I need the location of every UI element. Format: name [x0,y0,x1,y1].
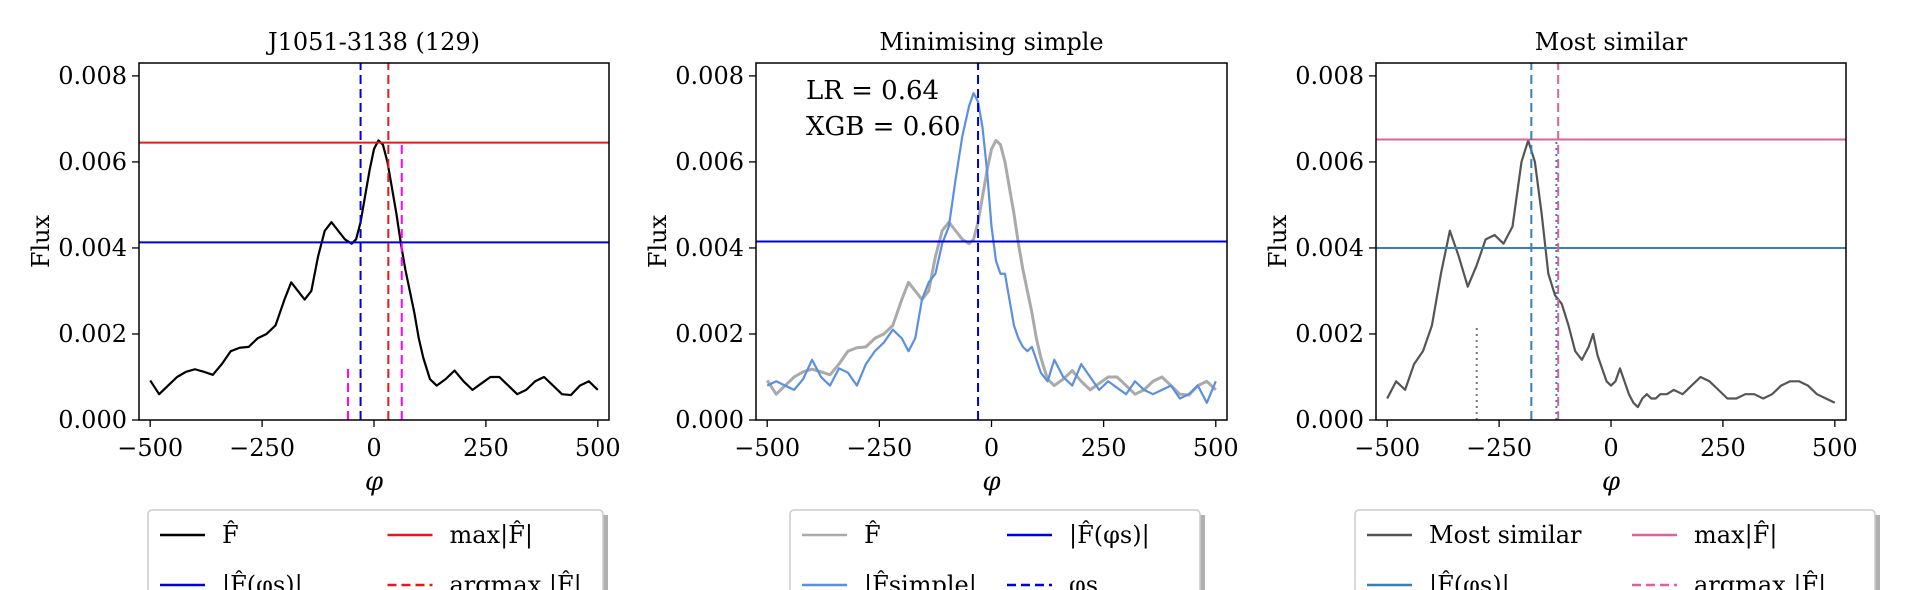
legend-label: max|F̂| [450,521,533,550]
legend: F̂ |F̂(φs)| |F̂simple| φs [789,509,1205,590]
x-tick-label: −250 [229,434,295,462]
chart-panel-1: −500 −250 0 250 500 0.000 0.002 0.004 0.006 0.008… [27,28,621,590]
x-tick-label: 250 [463,434,509,462]
chart-panel-2: −500 −250 0 250 500 0.000 0.002 0.004 0.006 0.008… [644,28,1239,590]
y-tick-label: 0.002 [1295,320,1364,348]
x-tick-label: −500 [117,434,183,462]
legend: Most similar max|F̂| |F̂(φs)| argmax |F̂| [1354,509,1880,590]
legend-label: max|F̂| [1694,521,1777,550]
legend-label: argmax |F̂| [450,571,582,590]
y-tick-label: 0.008 [58,62,127,90]
x-axis-label: φ [982,467,1001,497]
y-tick-label: 0.008 [675,62,744,90]
y-tick-label: 0.004 [675,234,744,262]
y-tick-label: 0.008 [1295,62,1364,90]
legend-box [789,509,1201,590]
y-tick-label: 0.000 [58,406,127,434]
legend-box [1354,509,1876,590]
x-tick-label: −500 [734,434,800,462]
x-axis-label: φ [365,467,384,497]
legend-label: |F̂(φs)| [1429,571,1510,590]
legend-label: |F̂(φs)| [1069,521,1150,550]
x-tick-label: 250 [1700,434,1746,462]
legend-label: |F̂(φs)| [222,571,303,590]
legend-box [147,509,604,590]
series-line-1 [766,92,1217,404]
y-tick-label: 0.004 [1295,234,1364,262]
x-tick-label: 0 [984,434,999,462]
plot-area [1376,63,1846,420]
x-tick-label: −250 [1466,434,1532,462]
y-tick-label: 0.000 [675,406,744,434]
y-tick-label: 0.006 [1295,148,1364,176]
x-tick-label: 0 [366,434,381,462]
x-tick-label: 500 [1193,434,1239,462]
y-tick-label: 0.004 [58,234,127,262]
y-axis-label: Flux [1264,214,1292,268]
plot-area [139,63,609,420]
y-tick-label: 0.002 [675,320,744,348]
plot-area [756,63,1227,420]
annotation-text: LR = 0.64 [806,76,939,106]
x-axis-label: φ [1602,467,1621,497]
y-tick-label: 0.006 [58,148,127,176]
x-tick-label: 250 [1081,434,1127,462]
x-tick-label: 500 [1812,434,1858,462]
legend-label: φs [1069,571,1098,590]
y-tick-label: 0.002 [58,320,127,348]
legend: F̂ max|F̂| |F̂(φs)| argmax |F̂| [147,509,608,590]
chart-title: J1051-3138 (129) [265,28,480,56]
legend-label: argmax |F̂| [1694,571,1826,590]
x-tick-label: −500 [1354,434,1420,462]
y-tick-label: 0.000 [1295,406,1364,434]
chart-title: Minimising simple [879,28,1103,56]
annotation-text: XGB = 0.60 [806,112,961,142]
chart-title: Most similar [1535,28,1688,56]
series-line-0 [1386,139,1836,409]
x-tick-label: 500 [575,434,621,462]
legend-label: Most similar [1429,521,1582,549]
series-line-0 [149,139,599,397]
y-tick-label: 0.006 [675,148,744,176]
y-axis-label: Flux [27,214,55,268]
chart-panel-3: −500 −250 0 250 500 0.000 0.002 0.004 0.006 0.008… [1264,28,1880,590]
x-tick-label: 0 [1603,434,1618,462]
legend-label: |F̂simple| [864,571,977,590]
legend-label: F̂ [222,521,239,549]
x-tick-label: −250 [846,434,912,462]
series-line-0 [765,138,1217,397]
y-axis-label: Flux [644,214,672,268]
legend-label: F̂ [864,521,881,549]
